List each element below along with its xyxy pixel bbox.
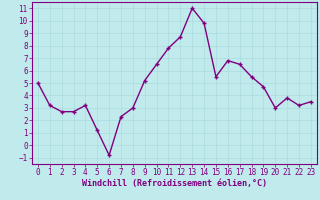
X-axis label: Windchill (Refroidissement éolien,°C): Windchill (Refroidissement éolien,°C)	[82, 179, 267, 188]
